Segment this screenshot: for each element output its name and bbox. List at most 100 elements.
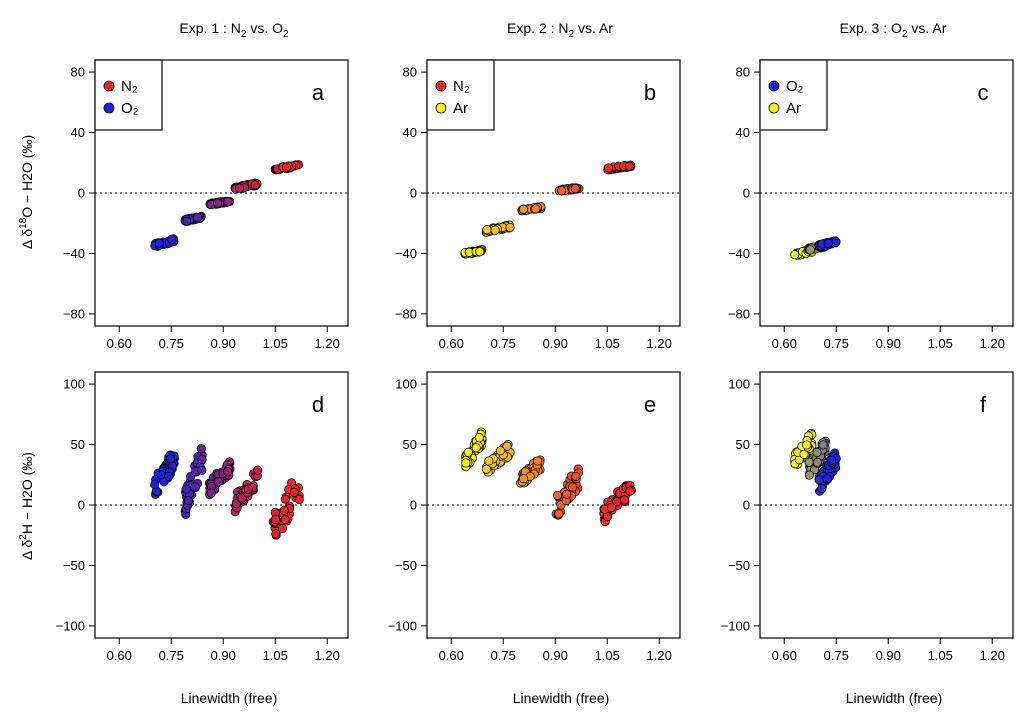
y-label-top: Δ δ18O − H2O (‰) (18, 135, 35, 249)
x-tick-label: 0.75 (491, 648, 516, 663)
data-point (814, 475, 824, 485)
data-point (206, 488, 216, 498)
y-tick-label: −100 (56, 618, 85, 633)
panel-letter: f (980, 392, 987, 417)
data-point (482, 225, 492, 235)
legend-box (426, 59, 495, 131)
data-point (562, 489, 572, 499)
y-tick-label: −40 (728, 246, 750, 261)
x-tick-label: 0.60 (772, 336, 797, 351)
x-tick-label: 1.20 (647, 648, 672, 663)
y-tick-label: 80 (736, 65, 750, 80)
x-tick-label: 0.90 (211, 336, 236, 351)
panel-letter: a (312, 80, 325, 105)
x-tick-label: 1.05 (928, 336, 953, 351)
data-point (474, 433, 484, 443)
x-label-2: Linewidth (free) (513, 690, 610, 706)
y-tick-label: 0 (78, 498, 85, 513)
data-point (625, 486, 635, 496)
y-tick-label: 80 (403, 65, 417, 80)
data-point (471, 443, 481, 453)
data-point (213, 198, 223, 208)
y-tick-label: 40 (71, 125, 85, 140)
y-tick-label: −40 (395, 246, 417, 261)
x-label-1: Linewidth (free) (181, 690, 278, 706)
data-point (213, 477, 223, 487)
data-point (790, 250, 800, 260)
panel-e: 0.60 0.75 0.90 1.05 1.20 −100 −50 0 50 100 e (388, 371, 681, 663)
legend-label: O₂ (786, 78, 804, 95)
data-point (624, 161, 634, 171)
data-point (223, 197, 233, 207)
panel-letter: c (978, 80, 989, 105)
x-tick-label: 0.75 (824, 648, 849, 663)
data-point (181, 216, 192, 226)
data-point (554, 509, 564, 519)
y-tick-label: 50 (71, 437, 85, 452)
y-tick-label: −80 (63, 306, 85, 321)
y-tick-label: −80 (395, 306, 417, 321)
data-point (571, 471, 581, 481)
x-tick-label: 0.75 (159, 648, 184, 663)
data-point (827, 455, 837, 465)
data-point (154, 238, 165, 248)
data-point (620, 495, 630, 505)
data-point (463, 447, 473, 457)
data-point (294, 494, 304, 505)
legend-label: Ar (453, 100, 468, 117)
x-tick-label: 0.60 (107, 336, 132, 351)
data-point (250, 180, 260, 190)
data-point (190, 482, 200, 492)
y-tick-label: −80 (728, 306, 750, 321)
x-tick-label: 0.90 (543, 336, 568, 351)
data-point (604, 163, 614, 173)
x-tick-label: 0.60 (107, 648, 132, 663)
data-point (289, 487, 299, 497)
data-point (606, 503, 617, 513)
y-tick-label: −50 (728, 558, 750, 573)
legend-marker (435, 102, 447, 114)
data-point (518, 204, 528, 214)
legend-marker (435, 80, 447, 92)
data-point (156, 470, 166, 480)
x-tick-label: 1.05 (928, 648, 953, 663)
data-point (812, 447, 822, 458)
column-title-3: Exp. 3 : O2 vs. Ar (840, 20, 947, 40)
y-tick-label: −50 (63, 558, 85, 573)
panel-c: 0.60 0.75 0.90 1.05 1.20 −80 −40 0 40 80 c O₂ Ar (728, 59, 1014, 351)
data-point (502, 441, 512, 451)
data-point (818, 440, 828, 450)
x-tick-label: 1.05 (595, 648, 620, 663)
y-tick-label: 100 (395, 377, 417, 392)
data-point (804, 470, 814, 480)
x-tick-label: 1.20 (980, 336, 1005, 351)
y-tick-label: 0 (410, 186, 417, 201)
legend-label: O₂ (121, 100, 139, 117)
x-tick-label: 0.90 (876, 648, 901, 663)
data-point (490, 225, 500, 235)
legend: N₂ Ar (426, 59, 495, 131)
y-tick-label: 40 (736, 125, 750, 140)
data-point (484, 456, 494, 466)
x-tick-label: 0.60 (772, 648, 797, 663)
data-point (817, 483, 827, 493)
data-point (150, 479, 160, 490)
data-point (270, 514, 280, 524)
x-tick-label: 0.75 (491, 336, 516, 351)
x-tick-label: 0.90 (876, 336, 901, 351)
y-tick-label: 80 (71, 65, 85, 80)
data-point (568, 482, 578, 492)
legend-label: N₂ (121, 78, 138, 95)
y-tick-label: 50 (403, 437, 417, 452)
data-point (804, 457, 814, 467)
data-point (495, 446, 506, 456)
x-tick-label: 1.20 (647, 336, 672, 351)
data-point (271, 529, 281, 539)
y-tick-label: 100 (728, 377, 750, 392)
panel-letter: e (644, 392, 656, 417)
y-tick-label: 40 (403, 125, 417, 140)
data-point (183, 496, 193, 506)
column-title-1: Exp. 1 : N2 vs. O2 (179, 20, 289, 40)
legend-label: N₂ (453, 78, 470, 95)
